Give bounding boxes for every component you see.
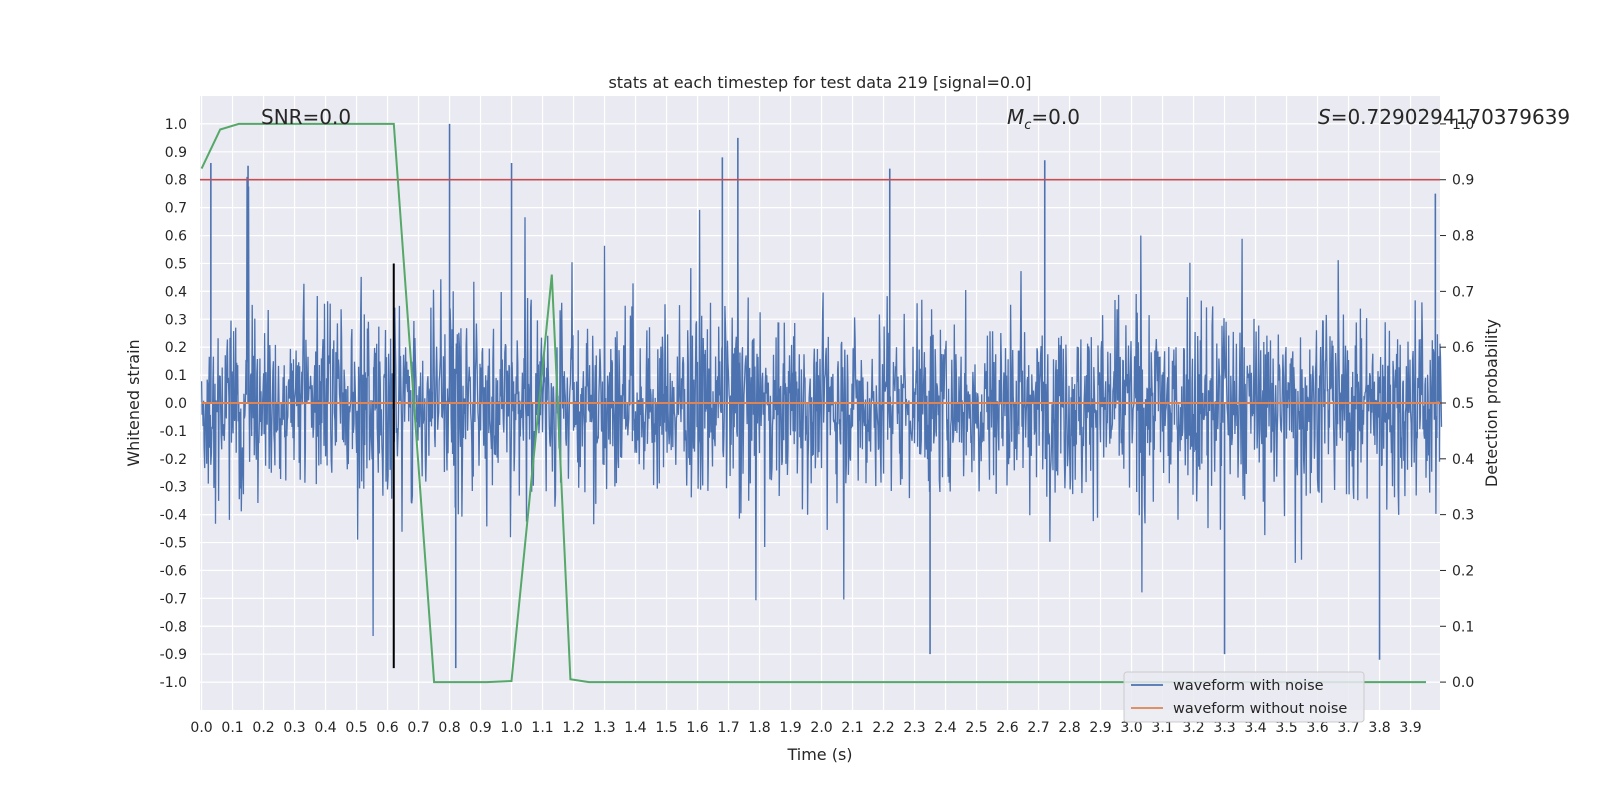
- x-tick-label: 0.1: [221, 720, 243, 736]
- y-axis-label: Whitened strain: [124, 339, 143, 466]
- x-tick-label: 2.1: [841, 720, 863, 736]
- x-tick-label: 3.6: [1306, 720, 1328, 736]
- y-tick-label: -0.6: [160, 563, 187, 579]
- x-tick-label: 1.9: [779, 720, 801, 736]
- x-tick-label: 1.2: [562, 720, 584, 736]
- chirp-mass-annotation: Mc=0.0: [1007, 105, 1080, 133]
- x-tick-label: 1.1: [531, 720, 553, 736]
- x-tick-label: 0.6: [376, 720, 398, 736]
- y2-tick-label: 1.0: [1452, 117, 1474, 133]
- y-tick-label: -0.8: [160, 619, 187, 635]
- x-tick-label: 1.3: [593, 720, 615, 736]
- legend-label-noise: waveform with noise: [1173, 678, 1324, 694]
- x-tick-label: 1.6: [686, 720, 708, 736]
- score-annotation: S=0.7290294170379639: [1318, 105, 1570, 129]
- y-tick-label: 0.8: [165, 173, 187, 189]
- y-tick-label: 1.0: [165, 117, 187, 133]
- x-tick-label: 1.7: [717, 720, 739, 736]
- y-tick-label: 0.2: [165, 340, 187, 356]
- x-tick-label: 0.7: [407, 720, 429, 736]
- right-axis-label: Detection probability: [1482, 319, 1501, 487]
- y2-tick-label: 0.8: [1452, 229, 1474, 245]
- y2-tick-label: 0.3: [1452, 508, 1474, 524]
- x-tick-label: 2.3: [903, 720, 925, 736]
- x-tick-label: 1.5: [655, 720, 677, 736]
- y-tick-label: -0.1: [160, 424, 187, 440]
- x-tick-label: 3.8: [1368, 720, 1390, 736]
- y2-tick-label: 0.6: [1452, 340, 1474, 356]
- chirp-mass-symbol: M: [1007, 105, 1024, 129]
- y-tick-label: -1.0: [160, 675, 187, 691]
- x-tick-label: 2.2: [872, 720, 894, 736]
- score-symbol: S: [1318, 105, 1331, 129]
- x-tick-label: 1.4: [624, 720, 646, 736]
- y-tick-label: -0.9: [160, 647, 187, 663]
- y2-tick-label: 0.0: [1452, 675, 1474, 691]
- y2-tick-label: 0.9: [1452, 173, 1474, 189]
- right-axis-ticks: 1.0 0.9 0.8 0.7 0.6 0.5 0.4 0.3 0.2 0.1 0.0: [1440, 117, 1474, 691]
- x-tick-label: 2.7: [1027, 720, 1049, 736]
- y-tick-label: -0.3: [160, 480, 187, 496]
- x-tick-label: 2.4: [934, 720, 956, 736]
- y2-tick-label: 0.4: [1452, 452, 1474, 468]
- chart-title: stats at each timestep for test data 219…: [608, 73, 1031, 92]
- y-tick-label: -0.7: [160, 591, 187, 607]
- x-tick-label: 0.3: [283, 720, 305, 736]
- detection-probability-line: [200, 122, 1426, 684]
- x-tick-label: 3.1: [1151, 720, 1173, 736]
- y-tick-label: 0.1: [165, 368, 187, 384]
- legend-label-clean: waveform without noise: [1173, 701, 1347, 717]
- y-tick-label: -0.5: [160, 536, 187, 552]
- x-tick-label: 3.9: [1399, 720, 1421, 736]
- waveform-with-noise-series: [200, 123, 1443, 669]
- x-tick-label: 1.0: [500, 720, 522, 736]
- x-axis-label: Time (s): [786, 745, 852, 764]
- x-tick-label: 2.6: [996, 720, 1018, 736]
- x-axis-ticks: 0.0 0.1 0.2 0.3 0.4 0.5 0.6 0.7 0.8 0.9 1.0 1.1 1.2 1…: [190, 720, 1421, 736]
- y2-tick-label: 0.5: [1452, 396, 1474, 412]
- y2-tick-label: 0.2: [1452, 563, 1474, 579]
- chart-lines: [200, 122, 1442, 684]
- x-tick-label: 0.9: [469, 720, 491, 736]
- x-tick-label: 0.2: [252, 720, 274, 736]
- x-tick-label: 2.5: [965, 720, 987, 736]
- y-tick-label: 0.9: [165, 145, 187, 161]
- x-tick-label: 2.0: [810, 720, 832, 736]
- x-tick-label: 3.0: [1120, 720, 1142, 736]
- x-tick-label: 0.4: [314, 720, 336, 736]
- y-tick-label: 0.3: [165, 312, 187, 328]
- noise-trace: [200, 176, 1443, 637]
- y-tick-label: 0.7: [165, 201, 187, 217]
- x-tick-label: 3.3: [1213, 720, 1235, 736]
- legend: waveform with noise waveform without noi…: [1123, 671, 1365, 723]
- x-tick-label: 2.8: [1058, 720, 1080, 736]
- x-tick-label: 3.2: [1182, 720, 1204, 736]
- y-tick-label: 0.5: [165, 256, 187, 272]
- score-value: =0.7290294170379639: [1331, 105, 1570, 129]
- y-tick-label: 0.0: [165, 396, 187, 412]
- x-tick-label: 0.0: [190, 720, 212, 736]
- y-axis-ticks: 1.0 0.9 0.8 0.7 0.6 0.5 0.4 0.3 0.2 0.1 0.0 -0.1 -0.…: [160, 117, 187, 691]
- y-tick-label: -0.4: [160, 508, 187, 524]
- legend-box: [1123, 671, 1365, 723]
- chirp-mass-subscript: c: [1024, 118, 1031, 133]
- y-tick-label: 0.4: [165, 284, 187, 300]
- x-tick-label: 3.7: [1337, 720, 1359, 736]
- y2-tick-label: 0.1: [1452, 619, 1474, 635]
- y2-tick-label: 0.7: [1452, 284, 1474, 300]
- x-tick-label: 1.8: [748, 720, 770, 736]
- x-tick-label: 3.4: [1244, 720, 1266, 736]
- snr-annotation: SNR=0.0: [261, 105, 351, 129]
- chirp-mass-value: =0.0: [1031, 105, 1080, 129]
- y-tick-label: -0.2: [160, 452, 187, 468]
- y-tick-label: 0.6: [165, 229, 187, 245]
- x-tick-label: 0.5: [345, 720, 367, 736]
- x-tick-label: 0.8: [438, 720, 460, 736]
- x-tick-label: 3.5: [1275, 720, 1297, 736]
- x-tick-label: 2.9: [1089, 720, 1111, 736]
